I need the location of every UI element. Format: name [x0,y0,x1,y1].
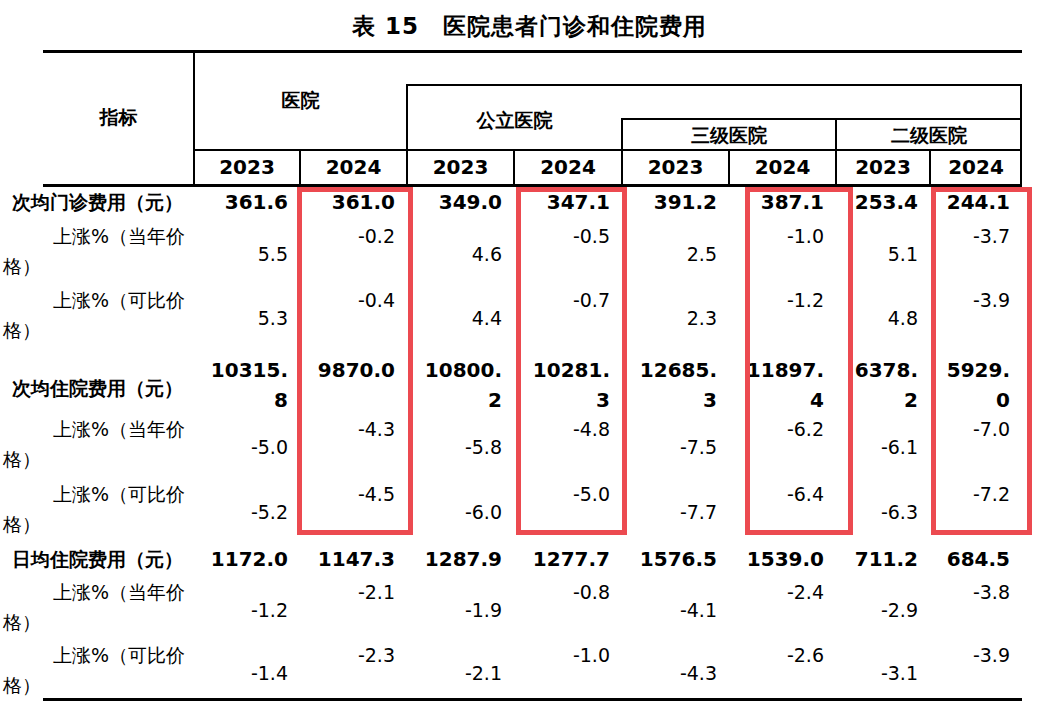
value-cell: -6.0 [407,477,514,542]
value-cell: 361.6 [194,185,300,219]
row-label: 上涨%（可比价 格） [3,283,193,347]
highlight-box-hospital-2024 [297,187,413,535]
value-cell: -1.4 [194,638,300,700]
value-cell: -7.7 [622,477,729,542]
value-cell: 1147.3 [300,542,407,575]
value-cell: -2.9 [836,575,930,638]
value-cell: -3.1 [836,638,930,700]
year-header: 2023 [622,150,729,185]
value-cell: -4.3 [622,638,729,700]
table-title: 表 15 医院患者门诊和住院费用 [0,11,1059,42]
year-header: 2023 [836,150,930,185]
value-cell: -2.1 [407,638,514,700]
row-label: 次均门诊费用（元） [3,185,202,219]
group-header-secondary: 二级医院 [836,120,1022,150]
value-cell: 2.5 [622,219,729,283]
year-header: 2023 [407,150,514,185]
row-label: 上涨%（可比价 格） [3,477,193,542]
value-cell: -2.4 [729,575,836,638]
value-cell: 5.5 [194,219,300,283]
value-cell: -0.8 [514,575,622,638]
value-cell: 10315. 8 [194,347,300,412]
group-header-tertiary: 三级医院 [622,120,836,150]
year-header: 2024 [729,150,836,185]
value-cell: 1287.9 [407,542,514,575]
row-label: 上涨%（当年价 格） [3,219,193,283]
group-header-public: 公立医院 [407,105,622,135]
value-cell: 1539.0 [729,542,836,575]
highlight-box-tertiary-2024 [745,187,853,535]
year-header: 2024 [514,150,622,185]
table-border-line [407,84,1022,86]
value-cell: -2.3 [300,638,407,700]
value-cell: 4.4 [407,283,514,347]
value-cell: -4.1 [622,575,729,638]
value-cell: -1.2 [194,575,300,638]
row-label: 上涨%（可比价 格） [3,638,193,700]
group-header-hospital: 医院 [194,85,407,115]
year-header: 2023 [194,150,300,185]
value-cell: 711.2 [836,542,930,575]
value-cell: -5.2 [194,477,300,542]
value-cell: 12685. 3 [622,347,729,412]
document-page: 表 15 医院患者门诊和住院费用 指标 医院 公立医院 三级医院 二级医院 20… [0,0,1059,705]
table-row: 上涨%（可比价 格） -1.4 -2.3 -2.1 -1.0 -4.3 -2.6… [0,638,1059,700]
row-label: 上涨%（当年价 格） [3,412,193,477]
value-cell: -3.8 [930,575,1022,638]
value-cell: 1277.7 [514,542,622,575]
value-cell: 4.6 [407,219,514,283]
value-cell: -2.6 [729,638,836,700]
value-cell: -2.1 [300,575,407,638]
value-cell: 684.5 [930,542,1022,575]
value-cell: -1.9 [407,575,514,638]
row-label: 次均住院费用（元） [3,347,202,412]
table-row: 日均住院费用（元） 1172.0 1147.3 1287.9 1277.7 15… [0,542,1059,575]
row-label: 上涨%（当年价 格） [3,575,193,638]
indicator-header: 指标 [43,102,194,132]
table-row: 上涨%（当年价 格） -1.2 -2.1 -1.9 -0.8 -4.1 -2.4… [0,575,1059,638]
value-cell: 5.3 [194,283,300,347]
value-cell: -7.5 [622,412,729,477]
value-cell: -5.8 [407,412,514,477]
value-cell: -3.9 [930,638,1022,700]
row-label: 日均住院费用（元） [3,542,202,575]
value-cell: 391.2 [622,185,729,219]
value-cell: -1.0 [514,638,622,700]
highlight-box-public-2024 [516,187,627,535]
table-border-line [43,50,1022,53]
value-cell: 1576.5 [622,542,729,575]
value-cell: 10800. 2 [407,347,514,412]
value-cell: 2.3 [622,283,729,347]
value-cell: 1172.0 [194,542,300,575]
highlight-box-secondary-2024 [931,187,1032,535]
year-header: 2024 [930,150,1022,185]
value-cell: -5.0 [194,412,300,477]
year-header: 2024 [300,150,407,185]
value-cell: 349.0 [407,185,514,219]
